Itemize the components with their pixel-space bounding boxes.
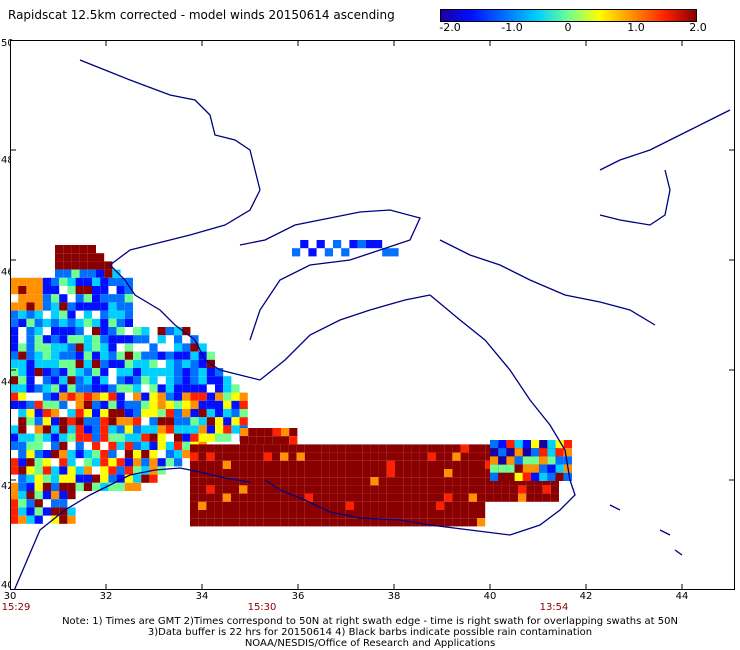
lon-label: 40 [483,591,497,602]
lon-label: 30 [3,591,17,602]
pass-time: 13:54 [539,602,569,613]
colorbar-tick: -2.0 [439,21,461,34]
colorbar-tick: 2.0 [689,21,707,34]
lat-label: 48 [1,155,14,166]
footnote: Note: 1) Times are GMT 2)Times correspon… [62,616,678,627]
wind-swath [10,240,572,527]
pass-time: 15:30 [247,602,277,613]
pass-time: 15:29 [1,602,31,613]
colorbar-tick: 1.0 [627,21,645,34]
lat-label: 44 [1,377,14,388]
colorbar-tick: -1.0 [501,21,523,34]
coastline [13,59,731,590]
map-title: Rapidscat 12.5km corrected - model winds… [8,8,395,22]
lat-label: 50 [1,38,14,49]
lat-label: 40 [1,580,14,591]
lon-label: 38 [387,591,401,602]
lon-label: 32 [99,591,113,602]
map-axes [10,40,735,590]
lat-label: 46 [1,267,14,278]
lon-label: 44 [675,591,689,602]
colorbar-tick: 0 [564,21,572,34]
map-plot [10,40,735,590]
lon-label: 36 [291,591,305,602]
colorbar [440,9,697,22]
footnote: 3)Data buffer is 22 hrs for 20150614 4) … [147,627,593,638]
lon-label: 42 [579,591,593,602]
lon-label: 34 [195,591,209,602]
lat-label: 42 [1,481,14,492]
footnote: NOAA/NESDIS/Office of Research and Appli… [244,638,496,649]
